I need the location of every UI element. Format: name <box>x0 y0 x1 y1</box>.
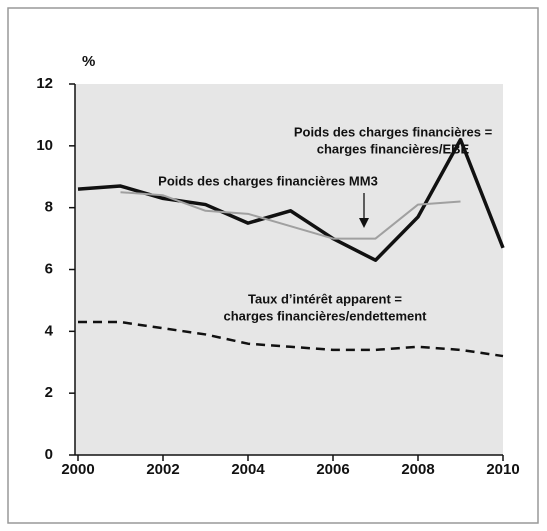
annotation: Poids des charges financières = <box>294 124 493 139</box>
x-tick-label: 2008 <box>401 461 434 478</box>
annotation: charges financières/endettement <box>223 308 427 323</box>
annotation: Poids des charges financières MM3 <box>158 173 378 188</box>
annotation: charges financières/EBE <box>317 141 470 156</box>
x-tick-label: 2006 <box>316 461 349 478</box>
plot-area <box>75 84 503 455</box>
y-tick-label: 2 <box>45 384 53 401</box>
x-tick-label: 2010 <box>486 461 519 478</box>
arrow-head <box>359 218 369 228</box>
y-tick-label: 8 <box>45 199 53 216</box>
series-line <box>120 191 461 240</box>
y-axis-label: % <box>82 53 95 70</box>
y-tick-label: 12 <box>36 75 53 92</box>
y-tick-label: 6 <box>45 260 53 277</box>
annotation: Taux d’intérêt apparent = <box>248 291 402 306</box>
x-tick-label: 2004 <box>231 461 265 478</box>
x-tick-label: 2000 <box>61 461 94 478</box>
y-tick-label: 0 <box>45 446 53 463</box>
x-tick-label: 2002 <box>146 461 179 478</box>
series-line <box>78 320 504 358</box>
y-tick-label: 10 <box>36 137 53 154</box>
y-tick-label: 4 <box>45 322 54 339</box>
